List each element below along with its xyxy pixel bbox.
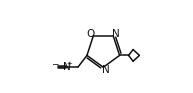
Text: N: N (102, 65, 110, 74)
Text: +: + (66, 61, 72, 67)
Text: O: O (87, 29, 95, 39)
Text: N: N (63, 62, 70, 72)
Text: −: − (51, 60, 59, 68)
Text: N: N (112, 29, 120, 39)
